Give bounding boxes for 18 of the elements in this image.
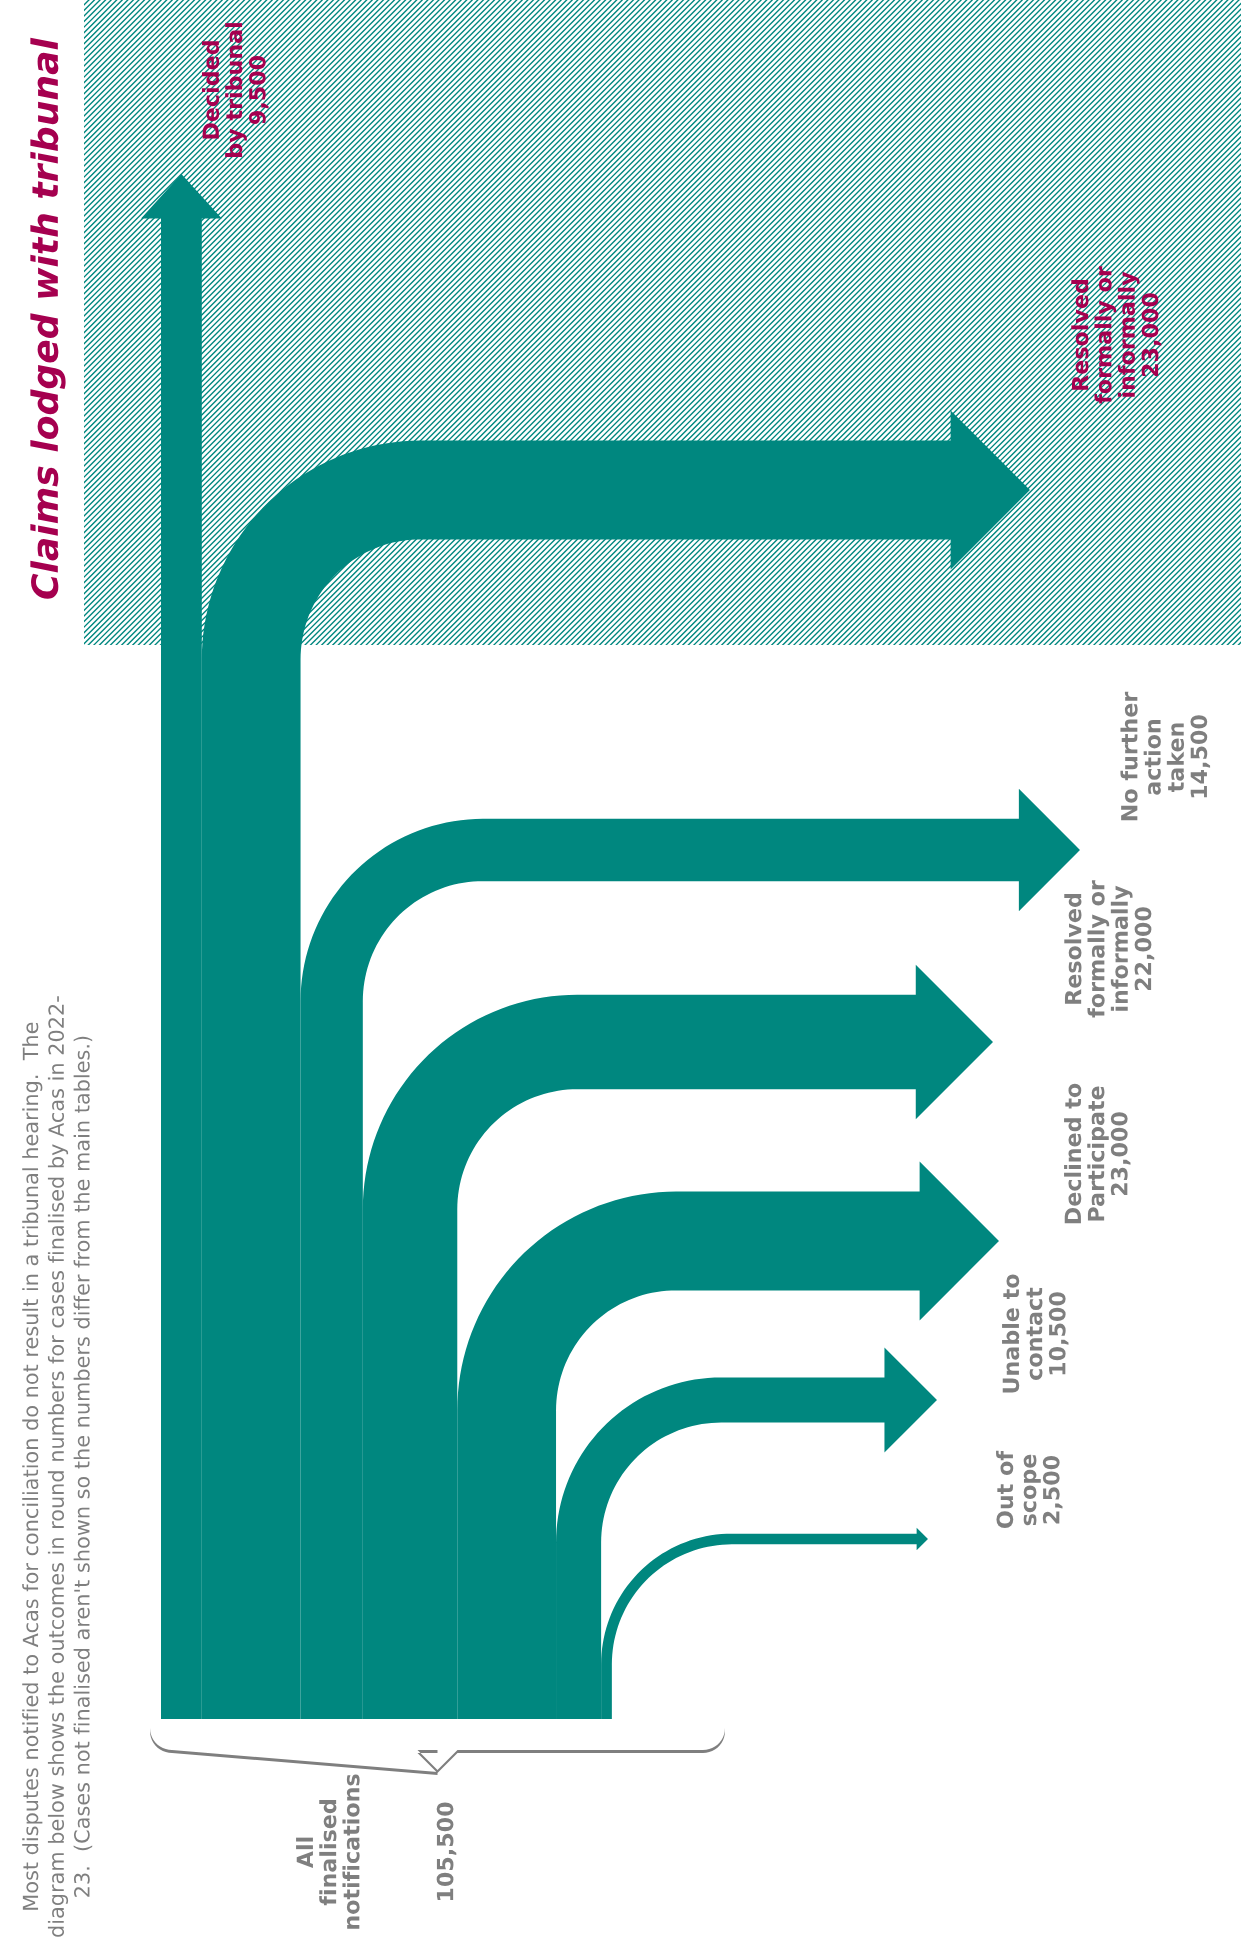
data-label: 23,000 [1110,1112,1131,1196]
data-label: 2,500 [1042,1455,1063,1524]
text: Most disputes notified to Acas for conciliation do not result in a tribunal hearing. The diagram below shows the outcomes in round numbers for cases finalised by Acas in 2022- 23. (Cases not finalised aren't shown so the numbers differ from the main tables.) [22,996,93,1937]
data-label: 22,000 [1134,907,1155,991]
data-label: 10,500 [1048,1292,1069,1375]
text: Claims lodged with tribunal [30,37,66,599]
category-label: Decided by tribunal [201,23,247,157]
data-label: 9,500 [248,55,269,124]
data-label: 105,500 [436,1802,457,1901]
category-label: Resolved formally or informally [1064,880,1133,1018]
category-label: Declined to Participate [1064,1083,1109,1224]
data-label: 14,500 [1190,715,1211,798]
category-label: No further action taken [1120,691,1185,821]
category-label: Unable to contact [1002,1274,1043,1393]
category-label: Out of scope [996,1450,1041,1528]
data-label: 23,000 [1141,293,1162,377]
category-label: Resolved formally or informally [1071,266,1140,404]
category-label: All finalised notifications [296,1774,360,1929]
